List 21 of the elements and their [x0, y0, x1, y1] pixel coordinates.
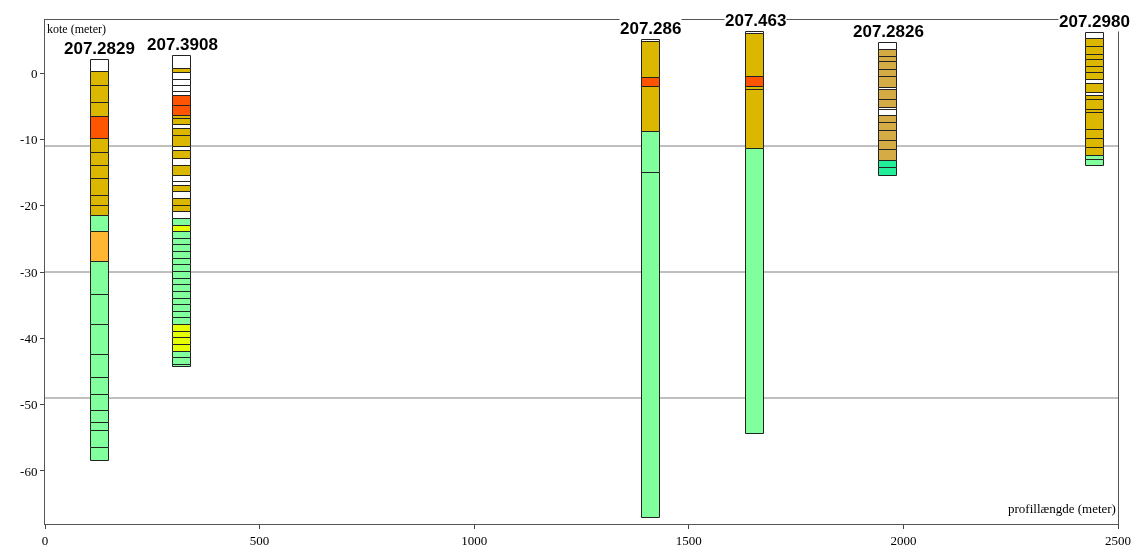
y-tick-label: -20: [20, 198, 38, 214]
y-tick-label: -50: [20, 397, 38, 413]
x-tick-label: 1000: [461, 532, 488, 548]
y-tick-label: -10: [20, 131, 38, 147]
y-tick-label: -60: [20, 463, 38, 479]
x-tick-label: 1500: [675, 532, 702, 548]
annotation: 207.2980: [1059, 12, 1130, 31]
x-tick-label: 2500: [1105, 532, 1131, 548]
annotation: 207.2829: [64, 39, 135, 58]
annotation: 207.2826: [853, 22, 924, 41]
y-tick-label: -40: [20, 330, 38, 346]
annotation: 207.463: [725, 11, 787, 30]
annotation: 207.286: [620, 19, 682, 38]
x-tick-label: 0: [41, 532, 49, 548]
y-tick-label: -30: [20, 264, 38, 280]
x-tick-label: 2000: [890, 532, 917, 548]
x-axis-title: profillængde (meter): [1008, 501, 1116, 516]
x-tick-label: 500: [249, 532, 270, 548]
y-tick-label: 0: [30, 65, 38, 81]
annotation: 207.3908: [147, 35, 218, 54]
y-axis-title: kote (meter): [47, 22, 106, 36]
